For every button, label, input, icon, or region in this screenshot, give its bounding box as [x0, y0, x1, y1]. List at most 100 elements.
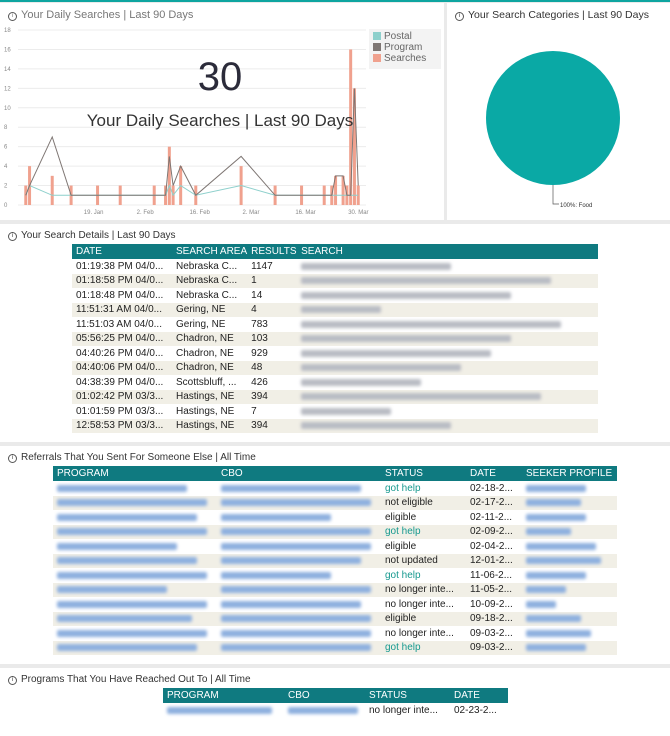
program-cell[interactable] [53, 626, 217, 641]
table-row[interactable]: 11:51:03 AM 04/0... Gering, NE 783 [72, 317, 598, 332]
table-row[interactable]: 01:18:48 PM 04/0... Nebraska C... 14 [72, 288, 598, 303]
pie-label-leader [552, 185, 559, 205]
cbo-cell[interactable] [217, 611, 381, 626]
table-row[interactable]: got help 02-18-2... [53, 481, 617, 496]
cbo-cell[interactable] [217, 640, 381, 655]
column-header-results[interactable]: RESULTS [247, 244, 298, 259]
legend-searches[interactable]: Searches [373, 53, 441, 64]
column-header-date[interactable]: DATE [450, 688, 508, 703]
seeker-profile-cell[interactable] [522, 640, 617, 655]
column-header-cbo[interactable]: CBO [217, 466, 381, 481]
table-row[interactable]: 11:51:31 AM 04/0... Gering, NE 4 [72, 302, 598, 317]
column-header-program[interactable]: PROGRAM [163, 688, 284, 703]
table-row[interactable]: 01:02:42 PM 03/3... Hastings, NE 394 [72, 389, 598, 404]
redacted-text [526, 513, 586, 521]
program-cell[interactable] [53, 611, 217, 626]
table-row[interactable]: got help 02-09-2... [53, 524, 617, 539]
cbo-cell[interactable] [217, 626, 381, 641]
searches-bar[interactable] [167, 146, 171, 205]
searches-bar[interactable] [352, 88, 356, 205]
column-header-date[interactable]: DATE [466, 466, 522, 481]
column-header-cbo[interactable]: CBO [284, 688, 365, 703]
info-icon: i [8, 12, 17, 21]
status-cell: eligible [385, 511, 417, 523]
cbo-cell[interactable] [217, 597, 381, 612]
searches-bar[interactable] [334, 175, 338, 205]
program-cell[interactable] [53, 568, 217, 583]
table-row[interactable]: not updated 12-01-2... [53, 553, 617, 568]
searches-bar[interactable] [349, 49, 353, 205]
column-header-date[interactable]: DATE [72, 244, 172, 259]
table-row[interactable]: 01:19:38 PM 04/0... Nebraska C... 1147 [72, 259, 598, 274]
seeker-profile-cell[interactable] [522, 539, 617, 554]
seeker-profile-cell[interactable] [522, 582, 617, 597]
cbo-cell[interactable] [284, 703, 365, 718]
legend-program[interactable]: Program [373, 42, 441, 53]
cbo-cell[interactable] [217, 553, 381, 568]
column-header-search-area[interactable]: SEARCH AREA [172, 244, 248, 259]
table-row[interactable]: 04:40:26 PM 04/0... Chadron, NE 929 [72, 346, 598, 361]
searches-bar[interactable] [50, 175, 54, 205]
program-cell[interactable] [53, 510, 217, 525]
column-header-search[interactable]: SEARCH [297, 244, 598, 259]
searches-bar[interactable] [341, 175, 345, 205]
date-cell: 11:51:31 AM 04/0... [72, 302, 172, 317]
column-header-status[interactable]: STATUS [381, 466, 466, 481]
seeker-profile-cell[interactable] [522, 481, 617, 496]
seeker-profile-cell[interactable] [522, 553, 617, 568]
column-header-program[interactable]: PROGRAM [53, 466, 217, 481]
column-header-status[interactable]: STATUS [365, 688, 450, 703]
seeker-profile-cell[interactable] [522, 568, 617, 583]
table-row[interactable]: 05:56:25 PM 04/0... Chadron, NE 103 [72, 331, 598, 346]
seeker-profile-cell[interactable] [522, 597, 617, 612]
legend-postal[interactable]: Postal [373, 31, 441, 42]
seeker-profile-cell[interactable] [522, 524, 617, 539]
program-cell[interactable] [53, 597, 217, 612]
table-row[interactable]: eligible 02-04-2... [53, 539, 617, 554]
table-row[interactable]: no longer inte... 02-23-2... [163, 703, 508, 718]
search-cell [297, 273, 598, 288]
program-cell[interactable] [53, 582, 217, 597]
program-cell[interactable] [53, 481, 217, 496]
program-cell[interactable] [53, 539, 217, 554]
cbo-cell[interactable] [217, 495, 381, 510]
cbo-cell[interactable] [217, 524, 381, 539]
program-cell[interactable] [53, 640, 217, 655]
results-cell: 929 [251, 347, 268, 359]
table-row[interactable]: no longer inte... 11-05-2... [53, 582, 617, 597]
table-row[interactable]: no longer inte... 09-03-2... [53, 626, 617, 641]
seeker-profile-cell[interactable] [522, 510, 617, 525]
table-row[interactable]: no longer inte... 10-09-2... [53, 597, 617, 612]
program-line[interactable] [25, 88, 359, 197]
x-tick-label: 16. Mar [295, 210, 315, 216]
cbo-cell[interactable] [217, 582, 381, 597]
program-cell[interactable] [53, 553, 217, 568]
table-row[interactable]: eligible 09-18-2... [53, 611, 617, 626]
cbo-cell[interactable] [217, 481, 381, 496]
cbo-cell[interactable] [217, 568, 381, 583]
results-cell: 394 [247, 418, 298, 433]
table-row[interactable]: not eligible 02-17-2... [53, 495, 617, 510]
pie-slice-food[interactable] [486, 51, 620, 185]
program-cell[interactable] [53, 495, 217, 510]
cbo-cell[interactable] [217, 539, 381, 554]
table-row[interactable]: 04:40:06 PM 04/0... Chadron, NE 48 [72, 360, 598, 375]
redacted-text [526, 615, 581, 623]
date-cell: 09-18-2... [466, 611, 522, 626]
table-row[interactable]: 01:18:58 PM 04/0... Nebraska C... 1 [72, 273, 598, 288]
table-row[interactable]: got help 11-06-2... [53, 568, 617, 583]
seeker-profile-cell[interactable] [522, 495, 617, 510]
search-area-cell: Chadron, NE [176, 347, 234, 359]
seeker-profile-cell[interactable] [522, 611, 617, 626]
cbo-cell[interactable] [217, 510, 381, 525]
program-cell[interactable] [163, 703, 284, 718]
table-row[interactable]: 04:38:39 PM 04/0... Scottsbluff, ... 426 [72, 375, 598, 390]
program-cell[interactable] [53, 524, 217, 539]
table-row[interactable]: 12:58:53 PM 03/3... Hastings, NE 394 [72, 418, 598, 433]
column-header-seeker-profile[interactable]: SEEKER PROFILE [522, 466, 617, 481]
redacted-text [301, 262, 452, 270]
seeker-profile-cell[interactable] [522, 626, 617, 641]
table-row[interactable]: eligible 02-11-2... [53, 510, 617, 525]
table-row[interactable]: 01:01:59 PM 03/3... Hastings, NE 7 [72, 404, 598, 419]
table-row[interactable]: got help 09-03-2... [53, 640, 617, 655]
